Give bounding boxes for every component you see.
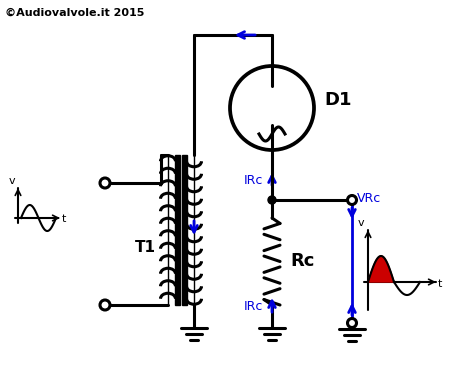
Circle shape	[100, 178, 110, 188]
Text: VRc: VRc	[357, 192, 381, 205]
Circle shape	[347, 195, 356, 205]
Text: T1: T1	[135, 240, 156, 256]
Circle shape	[230, 66, 314, 150]
Text: Rc: Rc	[290, 252, 315, 270]
Circle shape	[100, 300, 110, 310]
Circle shape	[268, 196, 276, 204]
Circle shape	[347, 319, 356, 327]
Text: D1: D1	[324, 91, 351, 109]
Text: v: v	[357, 218, 364, 228]
Text: IRc: IRc	[244, 300, 263, 313]
Polygon shape	[368, 256, 394, 282]
Text: IRc: IRc	[244, 174, 263, 186]
Bar	[175, 155, 180, 305]
Text: v: v	[9, 176, 15, 186]
Text: ©Audiovalvole.it 2015: ©Audiovalvole.it 2015	[5, 8, 144, 18]
Bar	[182, 155, 187, 305]
Text: t: t	[438, 279, 442, 289]
Text: t: t	[62, 214, 67, 224]
